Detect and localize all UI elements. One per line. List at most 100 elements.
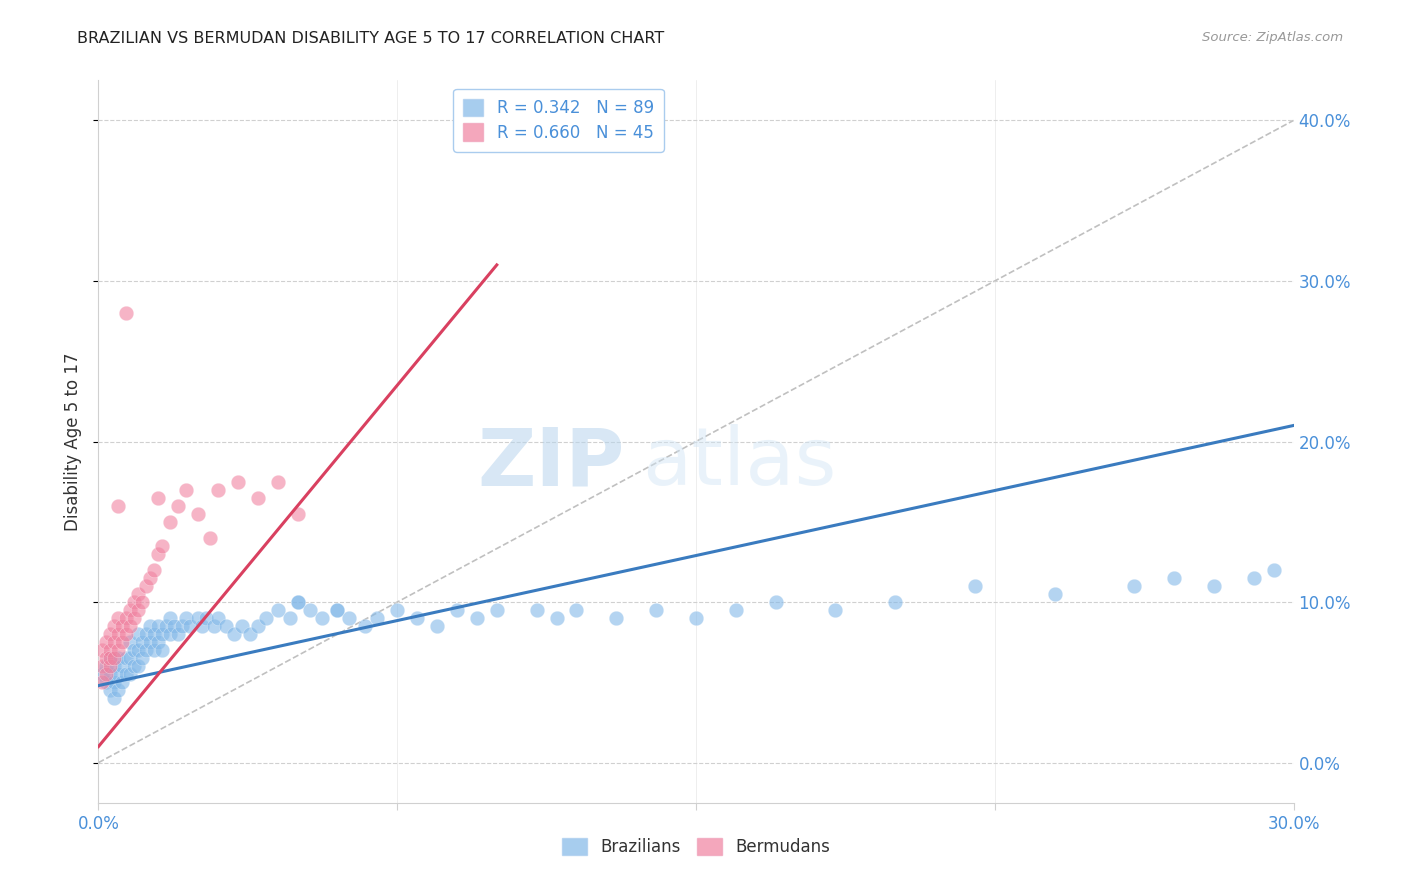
Point: [107, 643, 129, 657]
Point: [187, 507, 209, 521]
Point: [254, 611, 277, 625]
Point: [91, 643, 114, 657]
Point: [107, 651, 129, 665]
Point: [226, 475, 249, 489]
Point: [605, 611, 627, 625]
Point: [546, 611, 568, 625]
Point: [148, 491, 170, 505]
Text: atlas: atlas: [643, 425, 837, 502]
Point: [159, 627, 181, 641]
Point: [96, 675, 118, 690]
Point: [127, 659, 149, 673]
Point: [127, 603, 149, 617]
Point: [103, 619, 125, 633]
Point: [172, 619, 194, 633]
Point: [111, 659, 134, 673]
Point: [107, 667, 129, 681]
Text: ZIP: ZIP: [477, 425, 624, 502]
Point: [98, 651, 122, 665]
Point: [239, 627, 262, 641]
Point: [124, 659, 146, 673]
Point: [163, 619, 186, 633]
Point: [143, 643, 166, 657]
Point: [96, 651, 118, 665]
Point: [124, 611, 146, 625]
Point: [724, 603, 747, 617]
Point: [115, 651, 138, 665]
Point: [215, 619, 238, 633]
Point: [645, 603, 668, 617]
Point: [148, 619, 170, 633]
Point: [1123, 579, 1146, 593]
Point: [385, 603, 409, 617]
Point: [1043, 587, 1066, 601]
Point: [326, 603, 349, 617]
Point: [107, 627, 129, 641]
Point: [124, 595, 146, 609]
Point: [565, 603, 588, 617]
Point: [143, 627, 166, 641]
Point: [131, 651, 153, 665]
Point: [1243, 571, 1265, 585]
Point: [246, 619, 269, 633]
Point: [311, 611, 333, 625]
Point: [103, 651, 125, 665]
Point: [354, 619, 377, 633]
Point: [103, 691, 125, 706]
Point: [127, 643, 149, 657]
Point: [167, 499, 190, 513]
Point: [148, 635, 170, 649]
Point: [406, 611, 429, 625]
Point: [191, 619, 214, 633]
Point: [485, 603, 508, 617]
Point: [98, 667, 122, 681]
Point: [115, 611, 138, 625]
Point: [1163, 571, 1185, 585]
Point: [465, 611, 488, 625]
Point: [298, 603, 321, 617]
Point: [139, 635, 162, 649]
Point: [131, 635, 153, 649]
Point: [111, 619, 134, 633]
Point: [155, 619, 177, 633]
Point: [278, 611, 301, 625]
Point: [963, 579, 986, 593]
Text: BRAZILIAN VS BERMUDAN DISABILITY AGE 5 TO 17 CORRELATION CHART: BRAZILIAN VS BERMUDAN DISABILITY AGE 5 T…: [77, 31, 665, 46]
Point: [98, 643, 122, 657]
Text: Source: ZipAtlas.com: Source: ZipAtlas.com: [1202, 31, 1343, 45]
Point: [103, 635, 125, 649]
Point: [159, 515, 181, 529]
Point: [120, 667, 142, 681]
Point: [174, 483, 197, 497]
Legend: Brazilians, Bermudans: Brazilians, Bermudans: [555, 831, 837, 863]
Point: [198, 531, 221, 545]
Point: [111, 675, 134, 690]
Point: [139, 571, 162, 585]
Point: [131, 595, 153, 609]
Point: [231, 619, 253, 633]
Point: [207, 611, 229, 625]
Point: [366, 611, 388, 625]
Point: [446, 603, 468, 617]
Point: [96, 667, 118, 681]
Point: [139, 619, 162, 633]
Point: [426, 619, 449, 633]
Point: [765, 595, 787, 609]
Point: [195, 611, 218, 625]
Point: [339, 611, 361, 625]
Point: [685, 611, 707, 625]
Point: [267, 603, 290, 617]
Point: [884, 595, 907, 609]
Point: [824, 603, 846, 617]
Point: [124, 643, 146, 657]
Point: [120, 635, 142, 649]
Point: [107, 683, 129, 698]
Point: [120, 651, 142, 665]
Point: [326, 603, 349, 617]
Point: [222, 627, 245, 641]
Point: [267, 475, 290, 489]
Point: [1263, 563, 1285, 577]
Point: [115, 627, 138, 641]
Point: [143, 563, 166, 577]
Point: [202, 619, 225, 633]
